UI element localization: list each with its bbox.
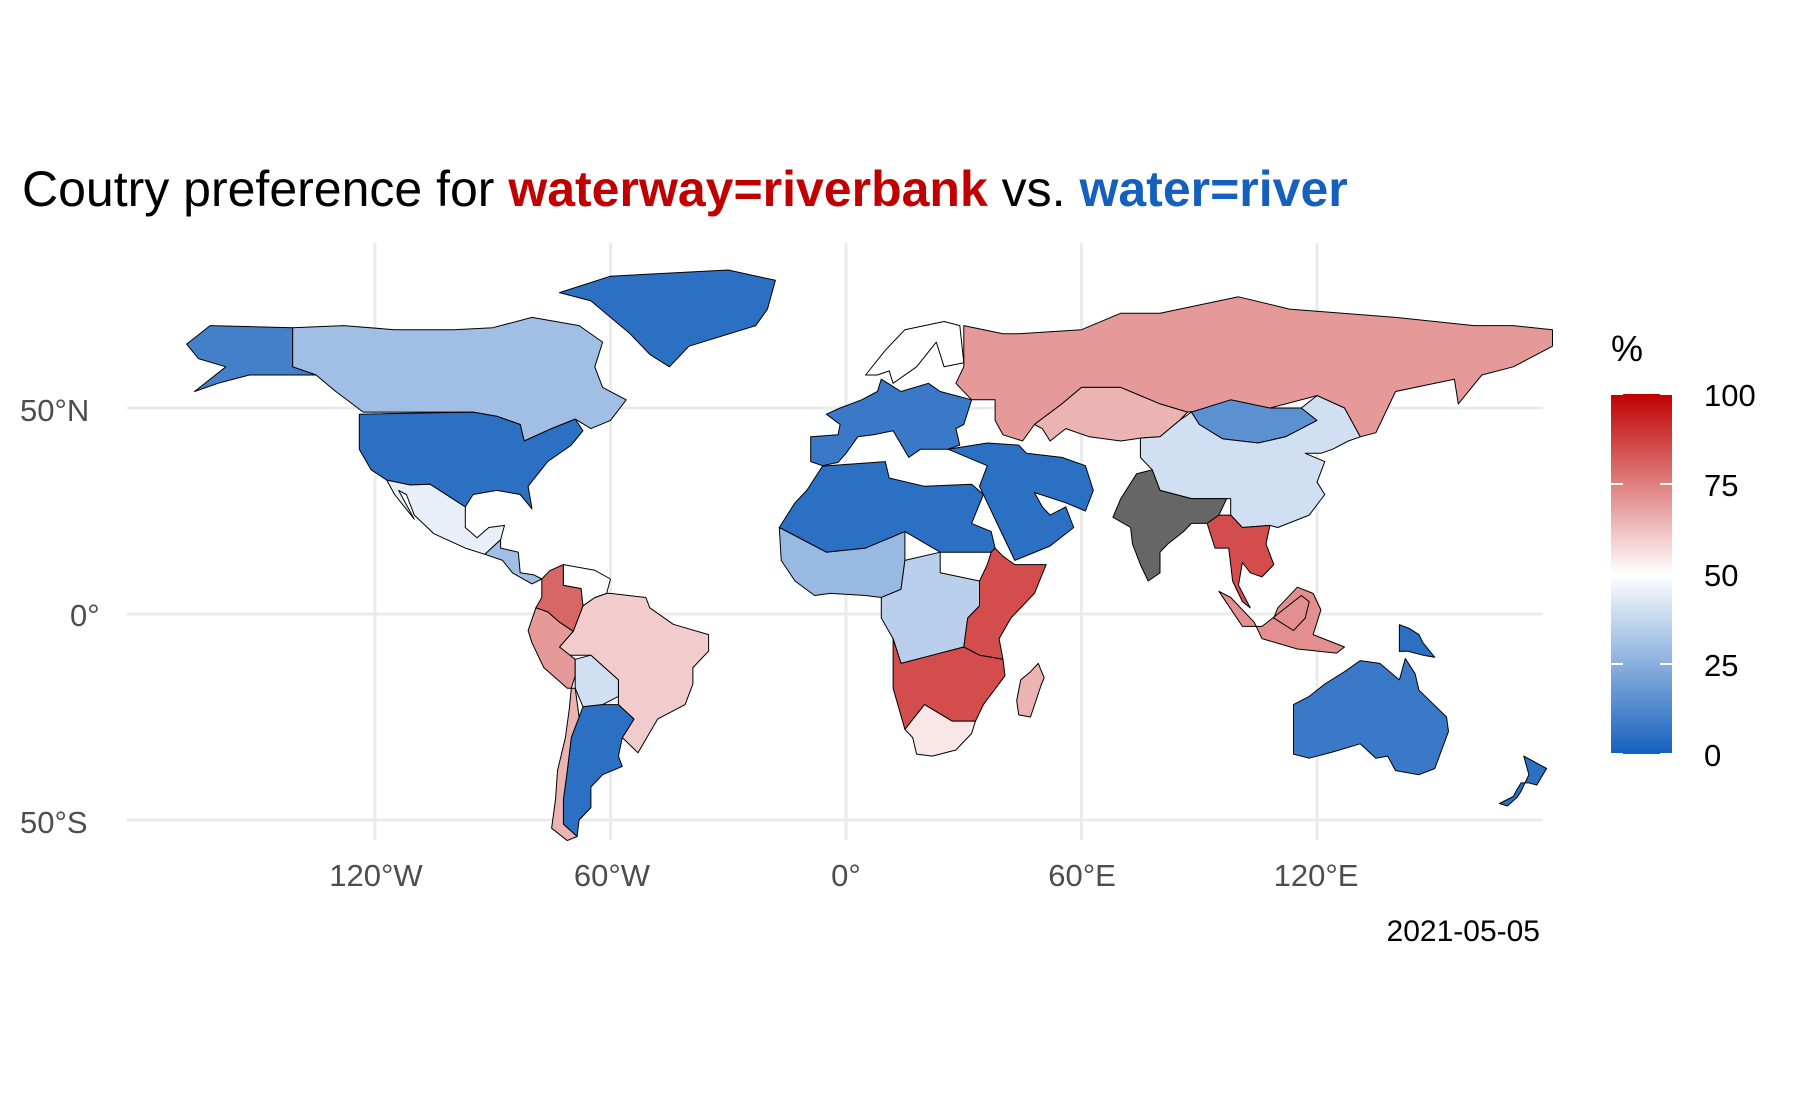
region-east-africa (963, 547, 1047, 660)
x-tick-label: 60°E (1048, 858, 1116, 893)
legend-label: 100 (1704, 378, 1756, 413)
y-tick-label: 0° (70, 598, 100, 633)
x-tick-label: 0° (831, 858, 861, 893)
region-colombia (535, 564, 584, 632)
y-tick-label: 50°N (20, 393, 90, 428)
region-scandinavia (865, 321, 965, 384)
region-indonesia (1218, 586, 1345, 654)
region-india (1112, 469, 1228, 582)
region-china (1139, 395, 1361, 528)
region-australia (1293, 658, 1449, 776)
title-middle: vs. (987, 161, 1080, 217)
country-regions (186, 269, 1553, 842)
region-central-america (484, 539, 543, 585)
region-south-africa (904, 704, 976, 757)
title-tag-river: water=river (1079, 161, 1348, 217)
region-new-zealand (1499, 755, 1548, 807)
region-canada (292, 316, 627, 442)
title-prefix: Coutry preference for (22, 161, 509, 217)
region-middle-east (947, 442, 1094, 561)
legend-label: 75 (1704, 468, 1739, 503)
region-alaska (186, 325, 317, 392)
title-tag-riverbank: waterway=riverbank (508, 161, 988, 217)
region-chile (551, 687, 580, 842)
x-tick-label: 120°E (1273, 858, 1359, 893)
region-southeast-asia (1206, 514, 1275, 609)
region-madagascar (1016, 662, 1045, 718)
y-tick-label: 50°S (20, 805, 88, 840)
region-western-europe (810, 378, 973, 467)
legend-label: 0 (1704, 738, 1722, 773)
x-tick-label: 60°W (573, 858, 651, 893)
date-caption: 2021-05-05 (1386, 915, 1540, 948)
legend-title: % (1611, 328, 1644, 369)
region-venezuela (562, 564, 611, 607)
map-title: Coutry preference for waterway=riverbank… (22, 160, 1348, 218)
x-tick-label: 120°W (329, 858, 423, 893)
region-papua-new-guinea (1398, 624, 1436, 658)
legend-label: 25 (1704, 648, 1739, 683)
legend-tick-marks (1611, 393, 1672, 755)
legend-label: 50 (1704, 558, 1739, 593)
region-greenland (559, 269, 776, 368)
